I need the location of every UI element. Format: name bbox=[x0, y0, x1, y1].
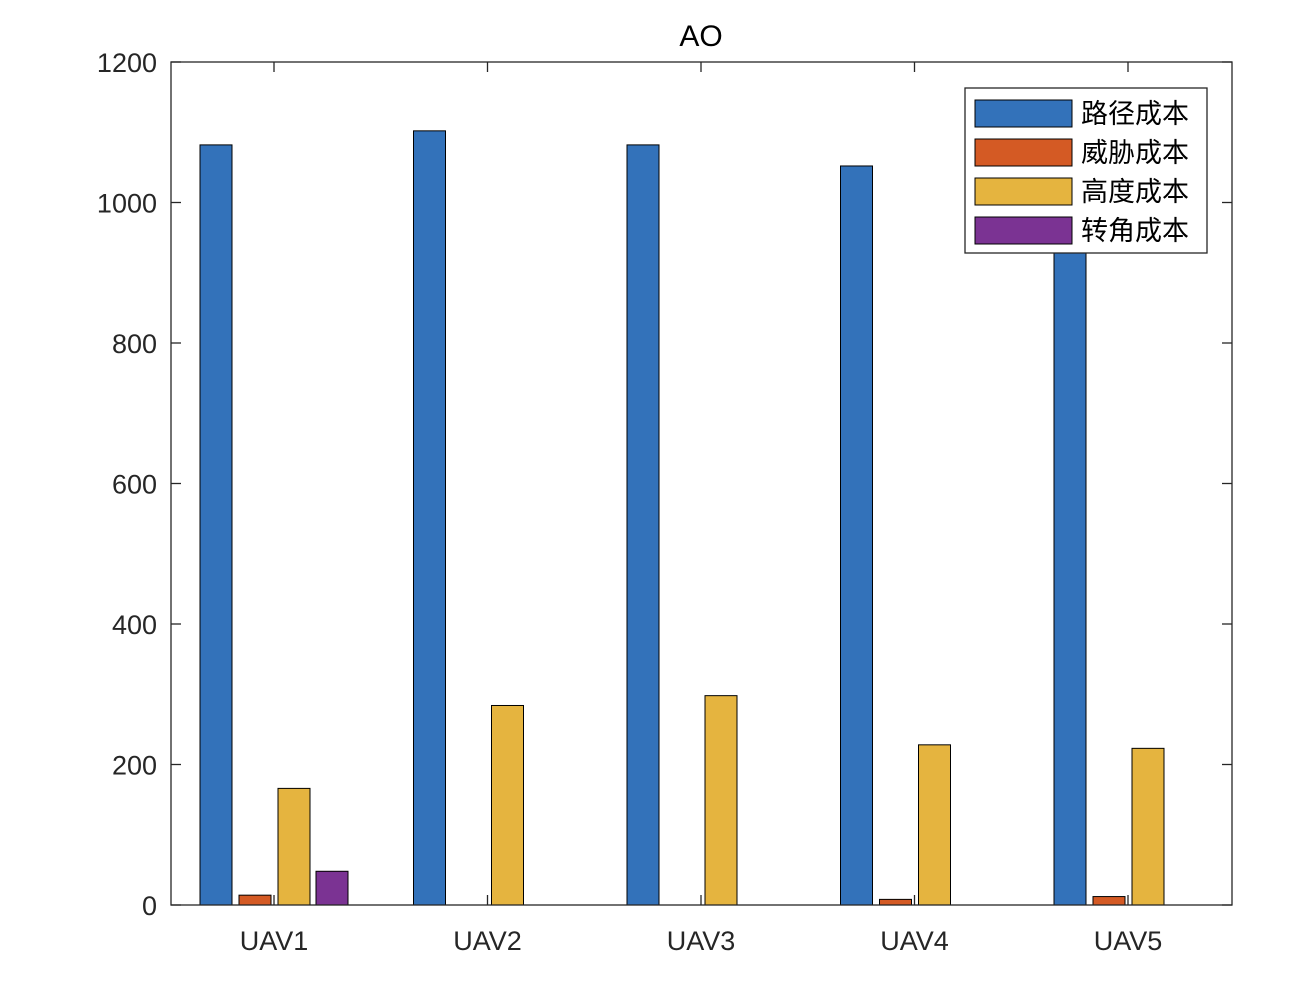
x-tick-label: UAV5 bbox=[1094, 926, 1163, 956]
y-tick-label: 400 bbox=[112, 610, 157, 640]
legend-label: 路径成本 bbox=[1081, 99, 1189, 130]
x-tick-label: UAV3 bbox=[667, 926, 736, 956]
bar-1-uav3 bbox=[626, 144, 660, 906]
legend-swatch bbox=[974, 216, 1073, 245]
chart-title: AO bbox=[679, 20, 722, 53]
bar-3-uav4 bbox=[918, 744, 951, 906]
bar-1-uav5 bbox=[1053, 202, 1087, 906]
bar-1-uav2 bbox=[413, 130, 446, 906]
x-tick-label: UAV1 bbox=[240, 926, 309, 956]
y-tick-label: 200 bbox=[112, 751, 157, 781]
legend-label: 威胁成本 bbox=[1081, 138, 1189, 169]
bar-4-uav1 bbox=[315, 870, 349, 906]
bar-2-uav4 bbox=[879, 898, 912, 906]
bar-2-uav5 bbox=[1092, 896, 1126, 906]
bar-3-uav3 bbox=[704, 695, 738, 906]
bar-2-uav1 bbox=[238, 894, 272, 906]
bar-3-uav5 bbox=[1131, 747, 1165, 906]
x-tick-label: UAV2 bbox=[453, 926, 522, 956]
y-tick-label: 600 bbox=[112, 470, 157, 500]
bar-1-uav1 bbox=[199, 144, 233, 906]
x-tick-label: UAV4 bbox=[880, 926, 949, 956]
legend-swatch bbox=[974, 177, 1073, 206]
bar-3-uav1 bbox=[277, 787, 311, 906]
y-tick-label: 1200 bbox=[97, 48, 157, 78]
legend-label: 高度成本 bbox=[1081, 177, 1189, 208]
legend-label: 转角成本 bbox=[1081, 216, 1189, 247]
axes-layer: 0 200 400 600 800 1000 1200 UAV1 UAV2 UAV3 UAV4 UAV… bbox=[97, 48, 1233, 956]
bar-3-uav2 bbox=[491, 704, 524, 906]
bar-1-uav4 bbox=[840, 165, 873, 906]
legend-swatch bbox=[974, 99, 1073, 128]
y-tick-label: 1000 bbox=[97, 189, 157, 219]
y-tick-label: 0 bbox=[142, 891, 157, 921]
legend-swatch bbox=[974, 138, 1073, 167]
y-tick-label: 800 bbox=[112, 329, 157, 359]
